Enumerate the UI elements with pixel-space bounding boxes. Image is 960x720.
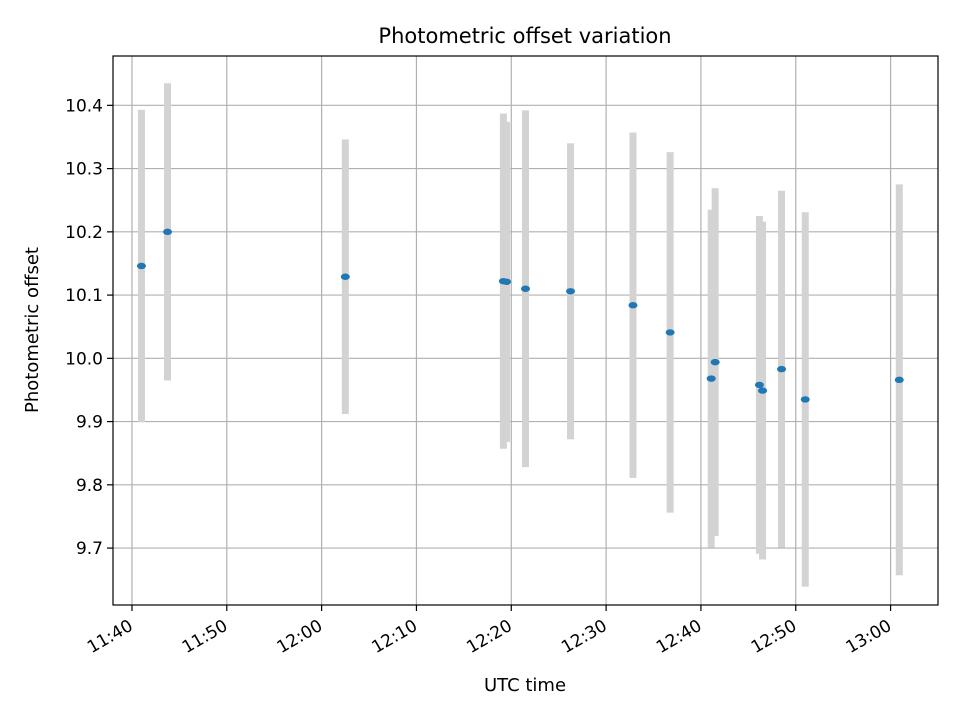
data-point [894,376,904,384]
y-tick-label: 10.3 [65,160,103,180]
data-point [800,396,810,403]
x-tick-label: 12:00 [274,616,326,658]
y-tick-label: 10.1 [65,286,103,306]
x-tick-label: 11:40 [84,616,136,658]
data-point [706,375,716,382]
error-bars [137,83,903,587]
data-point [566,288,576,295]
data-point [502,278,512,285]
data-point [163,228,173,236]
y-axis-ticks: 9.7 9.8 9.9 10.0 10.1 10.2 10.3 10.4 [65,96,113,559]
data-points [136,228,904,403]
x-tick-label: 12:40 [653,616,705,658]
y-tick-label: 9.9 [76,413,103,433]
x-tick-label: 12:20 [463,616,515,658]
y-tick-label: 9.7 [76,539,103,559]
x-tick-label: 12:10 [369,616,421,658]
y-tick-label: 9.8 [76,476,103,496]
data-point [340,273,350,280]
data-point [758,387,768,394]
data-point [665,329,675,336]
data-point [521,285,530,292]
data-point [628,302,638,309]
x-tick-label: 12:50 [748,616,800,658]
y-tick-label: 10.2 [65,223,103,243]
x-tick-label: 11:50 [179,616,231,658]
data-point [777,365,787,373]
data-point [754,381,764,389]
x-tick-label: 12:30 [558,616,610,658]
chart-title: Photometric offset variation [378,24,671,48]
y-axis-label: Photometric offset [22,247,43,413]
plot-frame [112,55,939,606]
data-point [136,262,146,270]
data-point [710,358,720,366]
x-axis-label: UTC time [484,675,566,696]
x-axis-ticks: 11:40 11:50 12:00 12:10 12:20 12:30 12:40 12:50… [84,605,895,658]
y-tick-label: 10.4 [65,96,103,116]
y-tick-label: 10.0 [65,349,103,369]
x-tick-label: 13:00 [843,616,895,658]
